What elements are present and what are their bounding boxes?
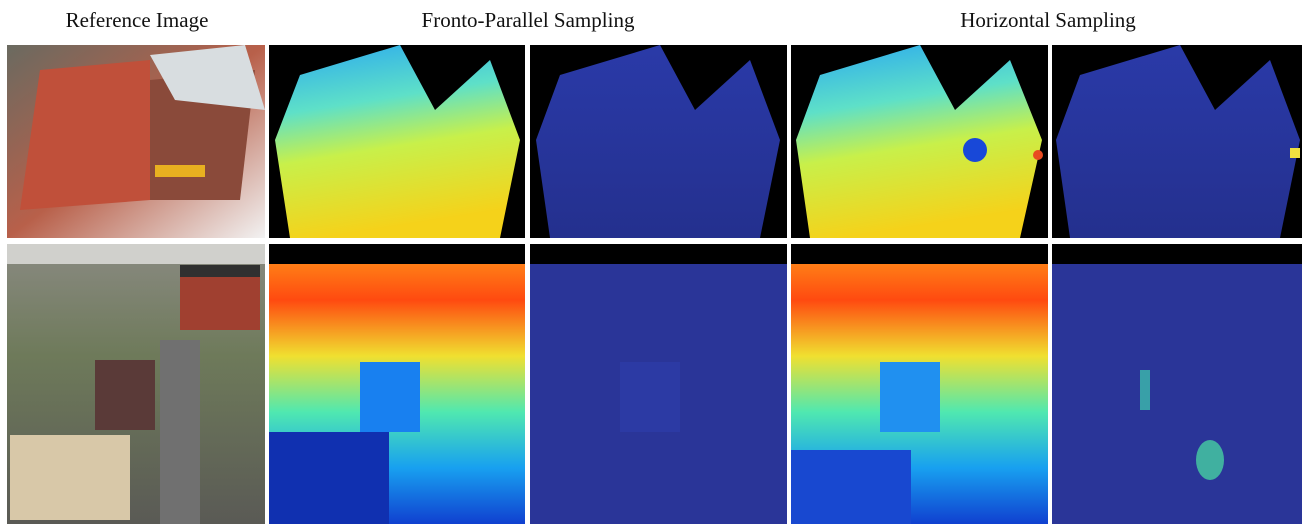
depth-map — [269, 244, 525, 524]
column-title: Horizontal Sampling — [960, 8, 1136, 32]
error-map — [1052, 244, 1302, 524]
reference-image — [7, 45, 265, 238]
reference-image — [7, 244, 265, 524]
depth-map — [791, 244, 1048, 524]
page: {"header": {"reference": "Reference Imag… — [0, 0, 1302, 527]
error-map — [530, 45, 787, 238]
depth-map — [791, 45, 1048, 238]
error-map — [530, 244, 787, 524]
depth-map — [269, 45, 525, 238]
column-title: Reference Image — [66, 8, 209, 32]
column-title: Fronto-Parallel Sampling — [422, 8, 635, 32]
figure: Reference Image Fronto-Parallel Sampling… — [0, 0, 1302, 527]
error-map — [1052, 45, 1302, 238]
